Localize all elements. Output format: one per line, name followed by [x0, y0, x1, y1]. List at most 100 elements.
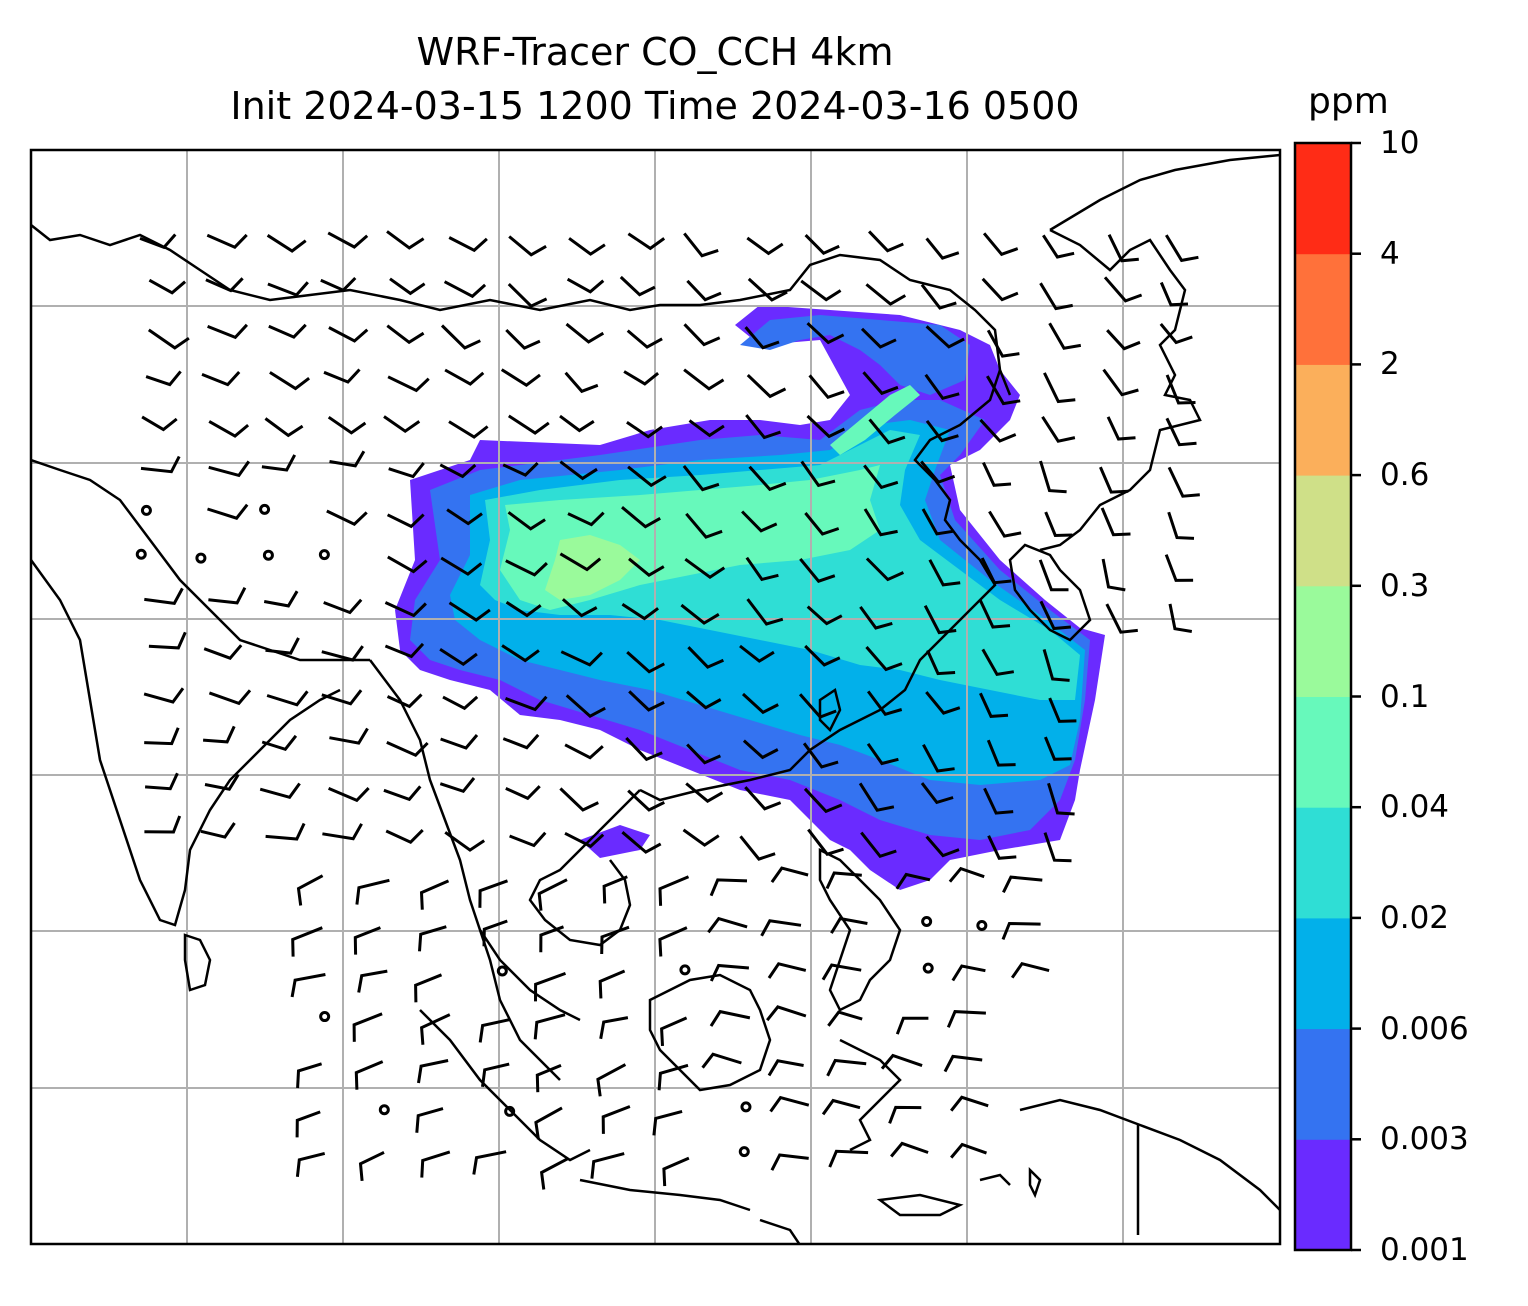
colorbar-tick-marks — [1351, 141, 1361, 1252]
wind-barb — [208, 587, 247, 605]
wind-barb — [741, 510, 778, 533]
wind-barb — [1106, 416, 1136, 441]
wind-barb-calm — [738, 1146, 750, 1158]
wind-barb — [269, 371, 311, 391]
wind-barb — [386, 513, 425, 529]
wind-barb — [202, 725, 236, 744]
wind-barb — [566, 277, 605, 294]
wind-barb — [866, 690, 903, 717]
wind-barb — [415, 1107, 444, 1133]
wind-barb — [148, 278, 187, 295]
wind-barb-calm — [679, 964, 691, 976]
wind-barb — [386, 693, 423, 709]
wind-barb — [267, 281, 309, 297]
wind-barb — [327, 415, 367, 435]
wind-barb — [439, 463, 477, 479]
wind-barb-calm — [922, 962, 934, 974]
wind-barb — [922, 743, 955, 773]
wind-barb — [504, 695, 548, 712]
colorbar-segment — [1295, 364, 1351, 476]
colorbar-segment — [1295, 1028, 1351, 1140]
wind-barb — [357, 969, 388, 993]
wind-barb — [420, 1150, 451, 1178]
borneo — [648, 973, 772, 1092]
wind-barbs — [135, 230, 1200, 1190]
wind-barb — [825, 871, 862, 890]
wind-barb — [1048, 322, 1082, 350]
wind-barb — [560, 650, 603, 667]
wind-barb — [1165, 374, 1196, 405]
wind-barb — [803, 787, 843, 814]
wind-barb — [981, 277, 1019, 302]
wind-barb — [261, 734, 298, 752]
wind-barb — [259, 782, 301, 800]
wind-barb — [821, 963, 862, 981]
malaysia-peninsula — [478, 929, 561, 1081]
wind-barb — [207, 323, 249, 340]
wind-barb — [568, 237, 606, 256]
wind-barb — [145, 370, 182, 387]
wind-barb — [383, 415, 421, 434]
wind-barb — [354, 1060, 384, 1090]
wind-barb — [868, 230, 904, 253]
wind-barb — [658, 875, 690, 906]
wind-barb — [626, 420, 663, 439]
wind-barb — [860, 327, 897, 349]
wind-barb — [628, 557, 665, 578]
wind-barb — [821, 1098, 861, 1116]
wind-barb — [141, 415, 178, 432]
wind-barb — [770, 866, 809, 883]
colorbar-tick-label: 2 — [1380, 346, 1400, 383]
wind-barb — [1044, 736, 1072, 761]
wind-barb — [950, 1142, 988, 1159]
wind-barb — [201, 370, 241, 387]
wind-barb — [865, 283, 907, 306]
wind-barb — [987, 835, 1017, 860]
wind-barb — [564, 371, 599, 394]
wind-barb-calm — [504, 1105, 516, 1117]
india-coast — [31, 559, 341, 927]
wind-barb — [1039, 460, 1067, 494]
colorbar-segment — [1295, 1139, 1351, 1251]
wind-barb — [865, 646, 903, 672]
wind-barb — [414, 973, 443, 1003]
wind-barb — [389, 277, 426, 296]
wind-barb — [295, 1110, 321, 1138]
wind-barb — [387, 375, 430, 393]
wind-barb — [767, 1059, 804, 1077]
wind-barb-calm — [496, 965, 508, 977]
wind-barb — [419, 879, 450, 910]
wind-barb — [800, 279, 842, 302]
wind-barb — [986, 375, 1021, 406]
wind-barb — [924, 373, 960, 401]
wind-barb — [505, 328, 541, 350]
wind-barb — [261, 454, 297, 472]
colorbar-segment — [1295, 253, 1351, 365]
wind-barb — [804, 234, 840, 255]
wind-barb — [806, 322, 845, 345]
wind-barb — [601, 1105, 631, 1134]
wind-barb — [140, 455, 181, 474]
wind-barb — [806, 414, 846, 439]
wind-barb — [804, 644, 841, 667]
wind-barb — [147, 328, 190, 350]
wind-barb — [627, 232, 666, 251]
wind-barb — [505, 600, 542, 618]
wind-barb — [707, 916, 748, 934]
wind-barb — [508, 235, 547, 257]
wind-barb — [863, 464, 899, 490]
wind-barb — [770, 1153, 809, 1171]
wind-barb — [208, 460, 251, 478]
wind-barb — [537, 878, 568, 911]
wind-barb — [296, 874, 324, 906]
timor — [876, 1193, 964, 1217]
wind-barb — [565, 694, 606, 719]
wind-barb — [1165, 417, 1197, 447]
wind-barb — [329, 727, 369, 745]
wind-barb-calm — [259, 503, 271, 515]
wind-barb — [539, 925, 565, 953]
wind-barb — [798, 693, 837, 719]
wind-barb — [268, 323, 307, 339]
wind-barb — [266, 690, 309, 707]
wind-barb — [745, 556, 779, 582]
